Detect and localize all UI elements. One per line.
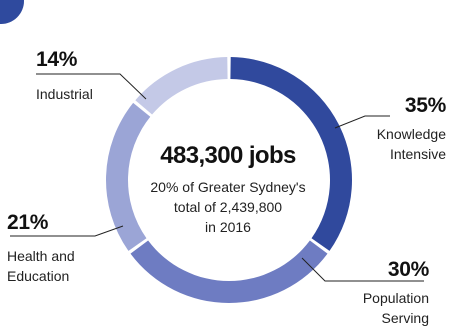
slice-percent-health-education: 21% xyxy=(7,211,49,234)
donut-slice-health-and-education xyxy=(106,102,151,251)
slice-percent-knowledge-intensive: 35% xyxy=(404,94,446,117)
donut-slice-industrial xyxy=(135,57,228,115)
slice-percent-population-serving: 30% xyxy=(387,258,429,281)
center-subtitle-line2: total of 2,439,800 xyxy=(173,199,283,215)
center-total-jobs: 483,300 jobs xyxy=(160,142,296,169)
center-subtitle-line3: in 2016 xyxy=(205,219,251,235)
slice-label-population-serving-line1: Population xyxy=(362,290,429,306)
donut-slice-knowledge-intensive xyxy=(230,57,352,251)
leader-line-industrial xyxy=(36,73,147,100)
slice-percent-industrial: 14% xyxy=(36,48,78,71)
slice-label-health-education-line1: Health and xyxy=(7,248,75,264)
leader-line-knowledge-intensive xyxy=(334,115,390,129)
leader-line-health-and-education xyxy=(10,225,124,237)
slice-label-health-education-line2: Education xyxy=(7,268,70,284)
slice-label-population-serving-line2: Serving xyxy=(381,310,429,326)
donut-slice-population-serving xyxy=(130,240,328,303)
slice-label-knowledge-intensive-line2: Intensive xyxy=(389,146,446,162)
center-subtitle: 20% of Greater Sydney's total of 2,439,8… xyxy=(128,177,328,237)
center-subtitle-line1: 20% of Greater Sydney's xyxy=(150,179,306,195)
leader-line-population-serving xyxy=(301,257,424,282)
slice-label-knowledge-intensive-line1: Knowledge xyxy=(376,126,446,142)
slice-label-industrial: Industrial xyxy=(36,86,93,102)
